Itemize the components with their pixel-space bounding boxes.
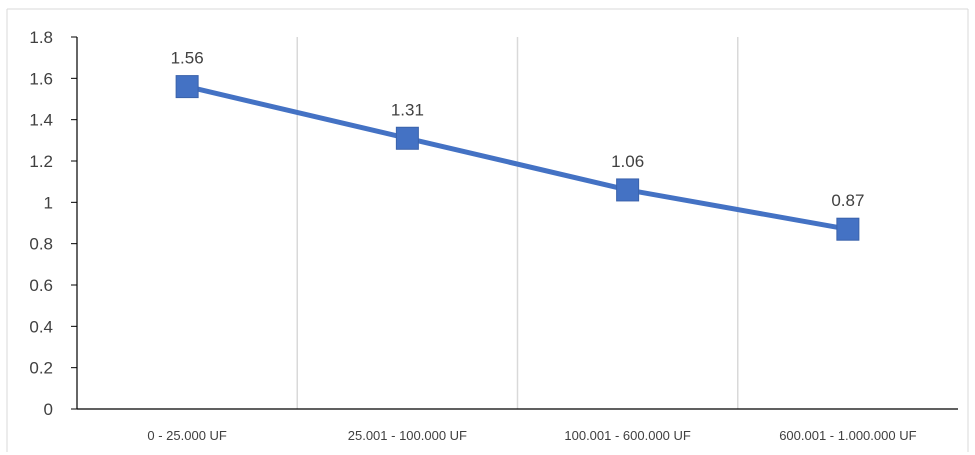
- y-tick-label: 0.6: [29, 276, 53, 295]
- data-point-marker: [395, 126, 419, 150]
- x-tick-label: 600.001 - 1.000.000 UF: [779, 428, 916, 443]
- y-tick-label: 1: [44, 193, 53, 212]
- data-point-marker: [175, 75, 199, 99]
- data-label: 1.06: [611, 152, 644, 171]
- series-line: [186, 84, 849, 232]
- x-tick-label: 25.001 - 100.000 UF: [348, 428, 467, 443]
- x-tick-label: 100.001 - 600.000 UF: [564, 428, 691, 443]
- data-label: 1.56: [171, 49, 204, 68]
- y-tick-label: 0.2: [29, 359, 53, 378]
- x-tick-label: 0 - 25.000 UF: [147, 428, 227, 443]
- y-tick-label: 0: [44, 400, 53, 419]
- y-tick-label: 1.4: [29, 111, 53, 130]
- data-label: 0.87: [831, 191, 864, 210]
- y-tick-label: 1.2: [29, 152, 53, 171]
- data-point-marker: [616, 178, 640, 202]
- y-tick-label: 0.4: [29, 317, 53, 336]
- y-tick-label: 1.6: [29, 69, 53, 88]
- data-label: 1.31: [391, 100, 424, 119]
- data-point-marker: [836, 217, 860, 241]
- y-tick-label: 1.8: [29, 28, 53, 47]
- y-tick-label: 0.8: [29, 235, 53, 254]
